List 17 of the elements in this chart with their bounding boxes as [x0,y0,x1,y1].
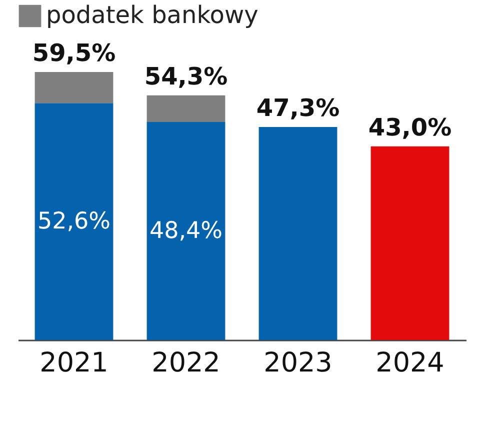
bar [34,103,114,340]
x-tick-label: 2022 [152,348,220,378]
legend-label: podatek bankowy [46,1,258,29]
total-label: 59,5% [32,39,116,67]
bar [146,122,226,340]
bar [370,146,450,340]
bar [258,126,338,340]
total-label: 54,3% [144,62,228,90]
data-label: 48,4% [149,218,223,244]
total-label: 43,0% [368,113,452,142]
x-tick-label: 2021 [40,348,108,378]
x-tick-label: 2024 [376,348,444,378]
bar [34,72,114,104]
bar [146,95,226,122]
x-tick-label: 2023 [264,348,332,378]
total-label: 47,3% [256,94,340,122]
data-label: 52,6% [37,208,111,235]
